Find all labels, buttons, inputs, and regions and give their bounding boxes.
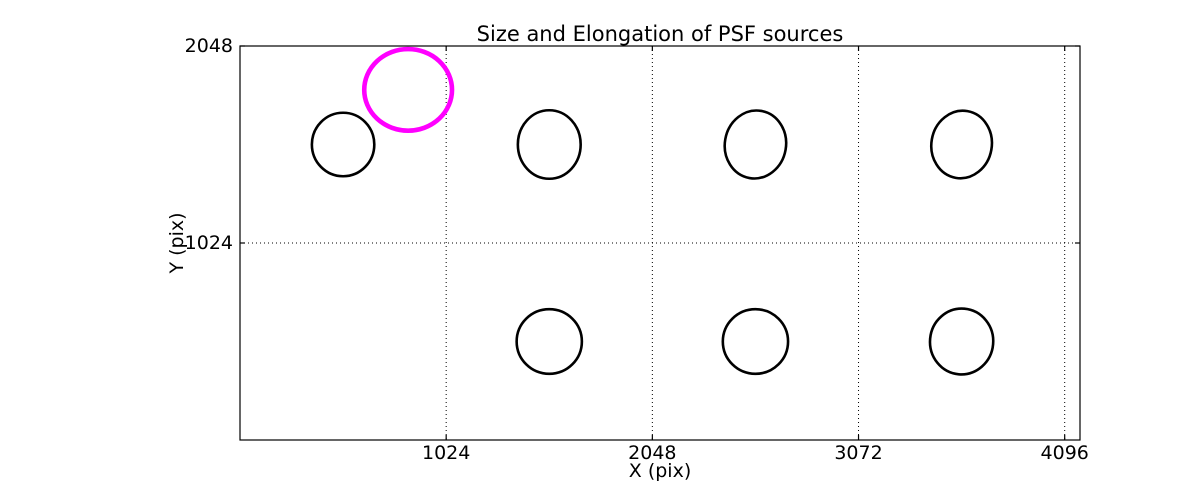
psf-ellipse: [928, 307, 995, 376]
x-tick-label: 2048: [628, 442, 676, 464]
psf-ellipses: [310, 46, 995, 376]
psf-ellipse: [310, 111, 376, 178]
x-tick-label: 1024: [422, 442, 470, 464]
axis-ticks: [240, 45, 1080, 440]
gridlines: [240, 46, 1080, 440]
x-tick-label: 4096: [1041, 442, 1089, 464]
psf-ellipse: [516, 108, 582, 181]
tick-labels: 1024 2048 3072 4096 1024 2048: [185, 35, 1089, 464]
x-tick-label: 3072: [834, 442, 882, 464]
psf-ellipse: [723, 109, 788, 180]
psf-ellipse: [929, 109, 994, 180]
y-tick-label: 1024: [185, 232, 233, 254]
y-tick-label: 2048: [185, 35, 233, 57]
psf-ellipse: [721, 307, 790, 376]
x-axis-label: X (pix): [629, 460, 691, 482]
highlight-ellipse: [361, 46, 455, 133]
psf-ellipse: [515, 307, 584, 376]
y-axis-label: Y (pix): [166, 212, 188, 274]
chart-title: Size and Elongation of PSF sources: [477, 22, 844, 46]
